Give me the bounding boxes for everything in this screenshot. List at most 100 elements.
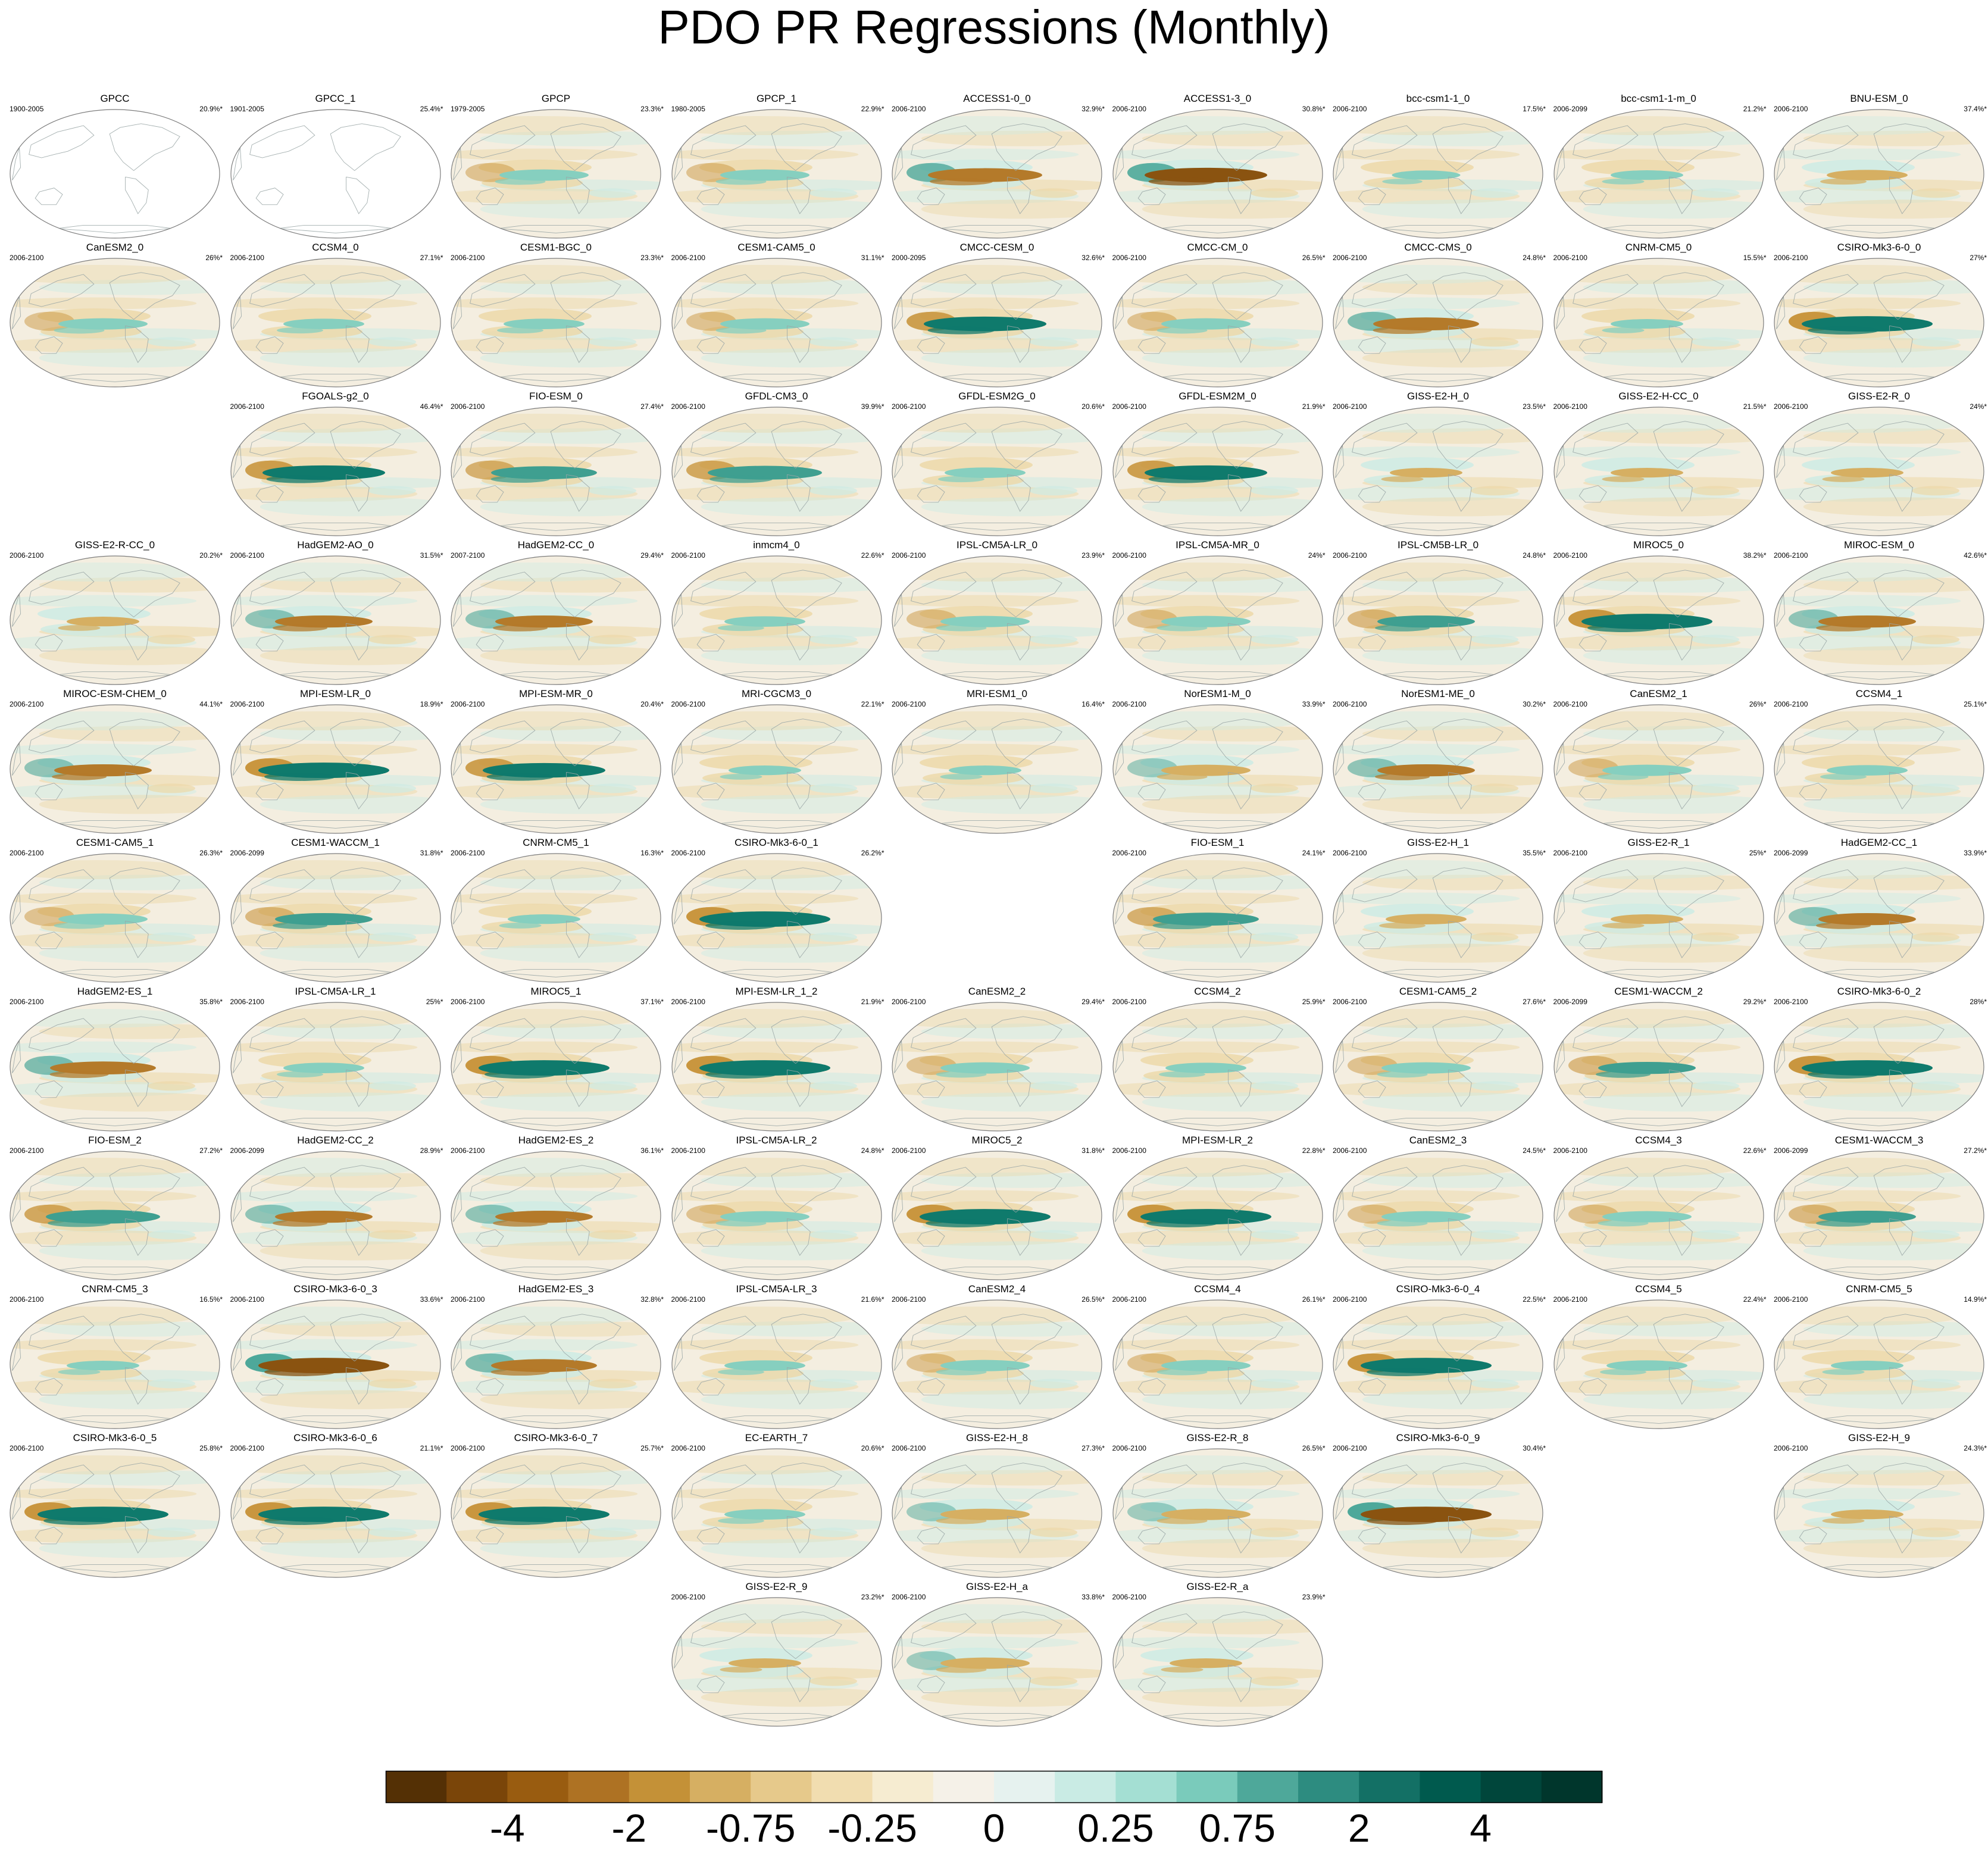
colorbar-swatch [629, 1771, 690, 1803]
panel-years: 2006-2100 [1553, 1146, 1587, 1155]
panel-map [671, 109, 882, 239]
map-panel: GPCC 1900-2005 20.9%* [5, 92, 225, 241]
panel-percent: 29.4%* [640, 551, 664, 560]
colorbar-labels: -4 -2 -0.75 -0.25 0 0.25 0.75 2 4 [0, 1807, 1988, 1849]
map-panel: GFDL-ESM2M_0 2006-2100 21.9%* [1108, 390, 1328, 539]
panel-map [892, 704, 1102, 834]
panel-title: CanESM2_1 [1630, 688, 1687, 699]
panel-title: EC-EARTH_7 [745, 1432, 808, 1443]
panel-title: MIROC5_1 [530, 986, 582, 997]
panel-years: 2006-2100 [451, 1444, 485, 1452]
panel-percent: 15.5%* [1743, 254, 1767, 262]
map-panel: CCSM4_1 2006-2100 25.1%* [1769, 688, 1988, 836]
map-panel: CanESM2_0 2006-2100 26%* [5, 241, 225, 390]
map-panel: CCSM4_0 2006-2100 27.1%* [226, 241, 446, 390]
panel-percent: 20.6%* [861, 1444, 884, 1452]
colorbar-swatch [1176, 1771, 1238, 1803]
panel-map [1112, 1151, 1323, 1280]
panel-percent: 20.6%* [1081, 402, 1105, 411]
panel-percent: 23.3%* [640, 254, 664, 262]
panel-map [1553, 1151, 1764, 1280]
panel-title: GISS-E2-R_9 [745, 1581, 808, 1592]
panel-map [1333, 853, 1543, 983]
panel-map [1333, 1299, 1543, 1429]
panel-title: GFDL-ESM2M_0 [1179, 390, 1256, 402]
map-panel: GISS-E2-H-CC_0 2006-2100 21.5%* [1549, 390, 1769, 539]
panel-years: 2006-2099 [1774, 1146, 1808, 1155]
panel-title: CSIRO-Mk3-6-0_9 [1396, 1432, 1480, 1443]
panel-percent: 27.2%* [1964, 1146, 1987, 1155]
panel-map [1112, 704, 1323, 834]
panel-title: bcc-csm1-1-m_0 [1621, 93, 1696, 104]
panel-years: 2006-2100 [10, 849, 44, 857]
panel-percent: 20.4%* [640, 700, 664, 708]
panel-years: 2006-2100 [1112, 254, 1146, 262]
panel-years: 2006-2099 [1553, 105, 1587, 113]
colorbar-tick-label: -2 [611, 1806, 647, 1850]
panel-title: HadGEM2-ES_3 [518, 1283, 594, 1295]
panel-title: GISS-E2-H_a [966, 1581, 1028, 1592]
panel-map [671, 258, 882, 388]
panel-map [1112, 853, 1323, 983]
panel-years: 2006-2100 [1553, 551, 1587, 560]
colorbar-swatch [811, 1771, 873, 1803]
panel-map [230, 555, 441, 685]
panel-years: 2006-2100 [10, 1146, 44, 1155]
panel-title: bcc-csm1-1_0 [1406, 93, 1470, 104]
panel-percent: 16.4%* [1081, 700, 1105, 708]
map-panel: GPCP 1979-2005 23.3%* [446, 92, 666, 241]
panel-title: MRI-ESM1_0 [966, 688, 1028, 699]
panel-map [1553, 407, 1764, 536]
panel-map [230, 1299, 441, 1429]
colorbar-swatch [1359, 1771, 1420, 1803]
map-panel: IPSL-CM5A-LR_2 2006-2100 24.8%* [667, 1134, 887, 1283]
map-panel: CanESM2_1 2006-2100 26%* [1549, 688, 1769, 836]
panel-title: CSIRO-Mk3-6-0_6 [293, 1432, 377, 1443]
map-panel: ACCESS1-0_0 2006-2100 32.9%* [887, 92, 1107, 241]
panel-map [1333, 1448, 1543, 1578]
panel-percent: 23.9%* [1302, 1593, 1326, 1601]
colorbar-swatch [872, 1771, 934, 1803]
panel-map [451, 704, 661, 834]
map-panel: CanESM2_4 2006-2100 26.5%* [887, 1283, 1107, 1432]
panel-map [1774, 853, 1984, 983]
colorbar-swatch [386, 1771, 447, 1803]
panel-years: 2006-2100 [451, 402, 485, 411]
panel-title: IPSL-CM5A-LR_3 [736, 1283, 817, 1295]
panel-title: MIROC-ESM-CHEM_0 [63, 688, 167, 699]
map-panel: CSIRO-Mk3-6-0_7 2006-2100 25.7%* [446, 1432, 666, 1580]
panel-title: CanESM2_2 [968, 986, 1026, 997]
map-panel: CESM1-WACCM_3 2006-2099 27.2%* [1769, 1134, 1988, 1283]
panel-map [1774, 1151, 1984, 1280]
panel-title: HadGEM2-CC_1 [1840, 837, 1918, 848]
panel-map [892, 555, 1102, 685]
colorbar-swatch [507, 1771, 569, 1803]
panel-map [892, 109, 1102, 239]
colorbar-swatch [751, 1771, 812, 1803]
panel-years: 2006-2099 [1774, 849, 1808, 857]
panel-years: 2006-2100 [1112, 1593, 1146, 1601]
panel-percent: 30.2%* [1523, 700, 1546, 708]
panel-years: 2006-2100 [1774, 998, 1808, 1006]
panel-map [1774, 1299, 1984, 1429]
map-panel: CanESM2_3 2006-2100 24.5%* [1328, 1134, 1548, 1283]
panel-title: MPI-ESM-MR_0 [519, 688, 593, 699]
panel-title: CSIRO-Mk3-6-0_5 [73, 1432, 157, 1443]
panel-map [1553, 853, 1764, 983]
panel-map [1774, 1002, 1984, 1132]
map-panel: CMCC-CESM_0 2000-2095 32.6%* [887, 241, 1107, 390]
panel-percent: 26.3%* [199, 849, 223, 857]
panel-years: 2006-2100 [451, 1295, 485, 1304]
panel-years: 2006-2100 [10, 551, 44, 560]
panel-map [230, 1151, 441, 1280]
panel-map [451, 407, 661, 536]
panel-title: HadGEM2-ES_2 [518, 1135, 594, 1146]
map-panel: FIO-ESM_1 2006-2100 24.1%* [1108, 836, 1328, 985]
panel-years: 2006-2100 [892, 105, 926, 113]
panel-percent: 37.1%* [640, 998, 664, 1006]
panel-years: 2006-2100 [1553, 849, 1587, 857]
panel-years: 2006-2100 [1333, 402, 1367, 411]
panel-years: 2006-2100 [10, 1295, 44, 1304]
panel-title: IPSL-CM5A-MR_0 [1176, 539, 1259, 551]
colorbar-swatch [933, 1771, 995, 1803]
